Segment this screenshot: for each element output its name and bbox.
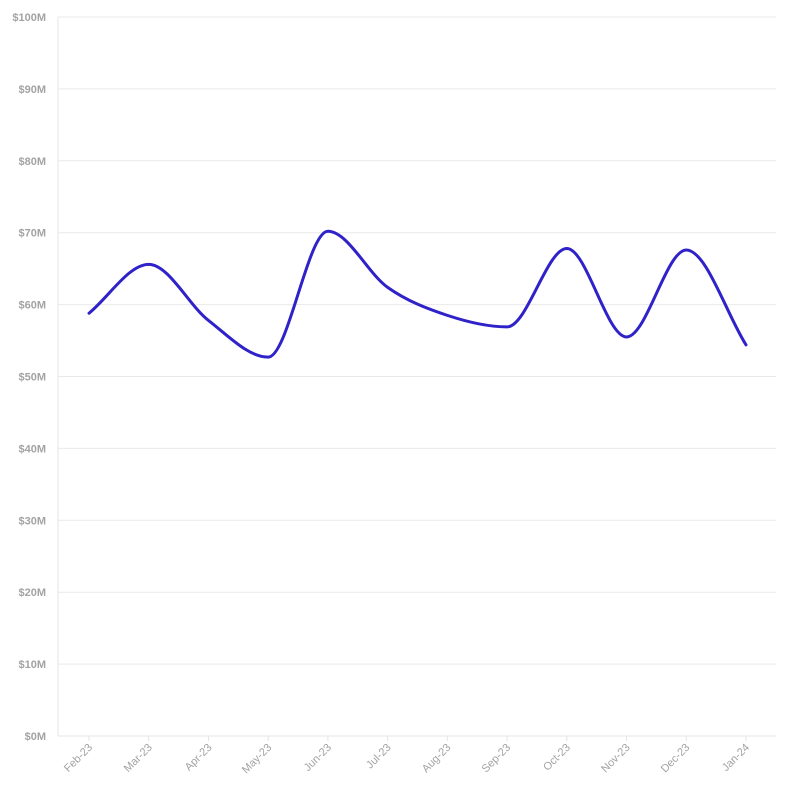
y-tick-label: $60M	[18, 300, 46, 312]
x-tick-label: Oct-23	[541, 742, 573, 774]
y-tick-label: $20M	[18, 587, 46, 599]
series-layer	[85, 227, 750, 361]
x-tick-label: Dec-23	[659, 742, 693, 776]
x-tick-label: Aug-23	[420, 742, 454, 776]
data-point[interactable]	[324, 227, 332, 235]
data-point[interactable]	[503, 323, 511, 331]
data-point[interactable]	[264, 353, 272, 361]
data-point[interactable]	[85, 309, 93, 317]
x-tick-label: Jan-24	[720, 742, 752, 774]
data-point[interactable]	[563, 245, 571, 253]
data-point[interactable]	[204, 316, 212, 324]
y-tick-label: $40M	[18, 443, 46, 455]
x-tick-label: Apr-23	[183, 742, 215, 774]
y-tick-label: $10M	[18, 659, 46, 671]
y-tick-label: $30M	[18, 515, 46, 527]
gridlines	[57, 16, 776, 741]
y-tick-label: $0M	[25, 731, 46, 743]
x-tick-label: Feb-23	[62, 742, 95, 775]
x-tick-label: Nov-23	[599, 742, 633, 776]
y-tick-label: $90M	[18, 84, 46, 96]
x-tick-label: Sep-23	[480, 742, 514, 776]
data-point[interactable]	[682, 246, 690, 254]
data-point[interactable]	[145, 260, 153, 268]
series-line	[87, 229, 748, 359]
x-tick-label: Mar-23	[122, 742, 155, 775]
data-point[interactable]	[623, 333, 631, 341]
y-tick-label: $100M	[12, 12, 46, 24]
x-axis-tick-labels: Feb-23 Mar-23 Apr-23 May-23 Jun-23 Jul-23 Aug-…	[62, 742, 752, 776]
y-tick-label: $70M	[18, 228, 46, 240]
y-tick-label: $80M	[18, 156, 46, 168]
x-tick-label: Jun-23	[302, 742, 334, 774]
x-tick-label: Jul-23	[364, 742, 394, 772]
y-axis-tick-labels: $0M $10M $20M $30M $40M $50M $60M $70M $80M $90M $…	[12, 12, 46, 743]
data-point[interactable]	[384, 283, 392, 291]
x-tick-label: May-23	[240, 742, 274, 776]
y-tick-label: $50M	[18, 372, 46, 384]
data-point[interactable]	[443, 311, 451, 319]
data-point[interactable]	[742, 341, 750, 349]
